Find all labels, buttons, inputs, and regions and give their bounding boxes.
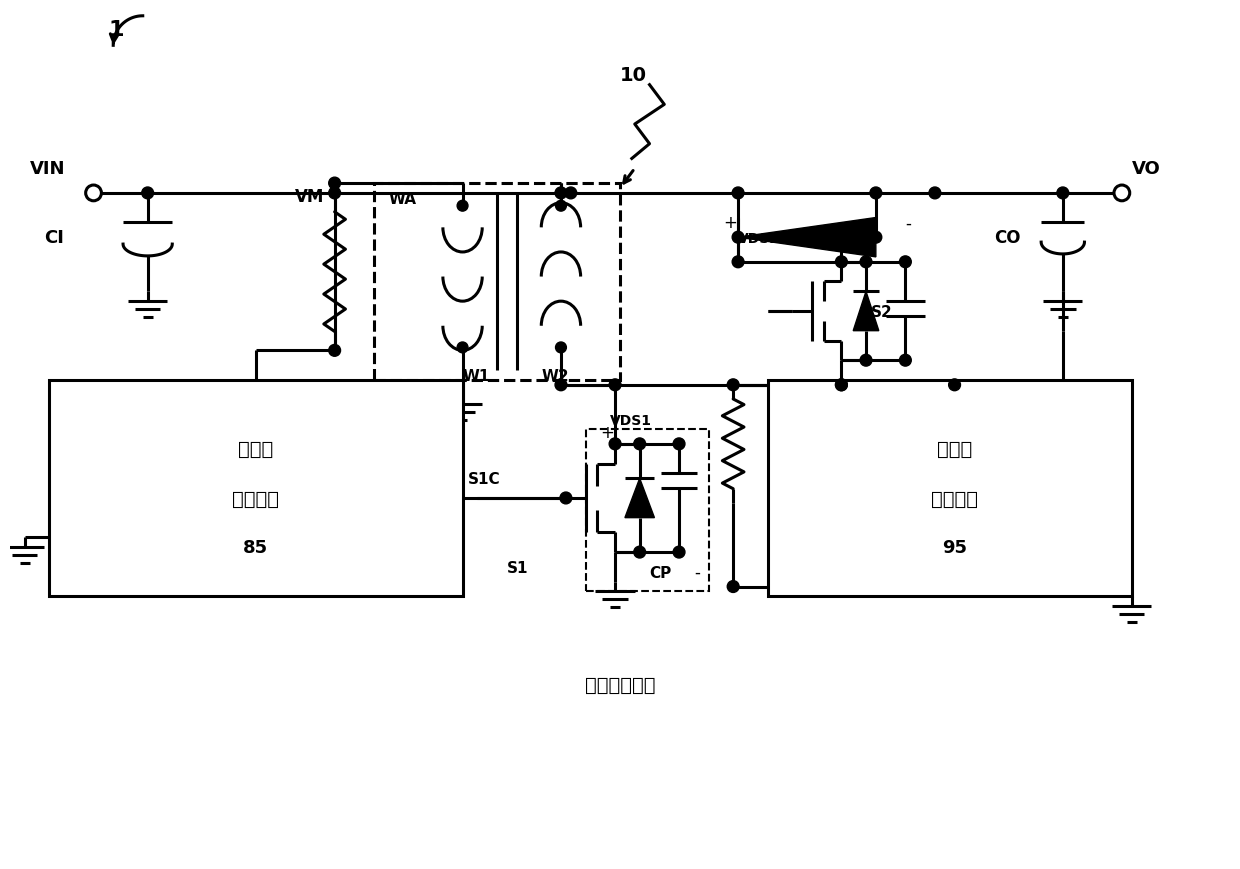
Circle shape <box>870 232 882 244</box>
Circle shape <box>329 178 341 189</box>
Circle shape <box>836 232 847 244</box>
Bar <box>50 381 463 597</box>
Text: VO: VO <box>1132 160 1161 178</box>
Text: 85: 85 <box>243 539 269 556</box>
Text: -: - <box>694 563 699 581</box>
Polygon shape <box>738 218 875 257</box>
Polygon shape <box>853 292 879 331</box>
Circle shape <box>556 380 567 391</box>
Circle shape <box>870 188 882 200</box>
Circle shape <box>673 439 684 450</box>
Circle shape <box>899 256 911 269</box>
Bar <box>585 429 708 592</box>
Text: W2: W2 <box>542 368 569 383</box>
Text: CP: CP <box>650 565 672 580</box>
Text: S2C: S2C <box>837 378 869 394</box>
Text: W1: W1 <box>463 368 490 383</box>
Polygon shape <box>625 479 655 518</box>
Text: +: + <box>600 423 614 441</box>
Circle shape <box>673 547 684 559</box>
Circle shape <box>329 345 341 357</box>
Text: （现有技术）: （现有技术） <box>585 676 655 694</box>
Text: CI: CI <box>45 229 64 247</box>
Circle shape <box>560 493 572 504</box>
Circle shape <box>609 380 621 391</box>
Bar <box>374 184 620 381</box>
Text: 1: 1 <box>108 21 124 41</box>
Text: VM: VM <box>295 188 325 206</box>
Circle shape <box>556 201 567 212</box>
Text: CO: CO <box>994 229 1021 247</box>
Text: 95: 95 <box>942 539 967 556</box>
Circle shape <box>727 581 739 593</box>
Text: S2: S2 <box>870 304 893 320</box>
Text: 二次侧: 二次侧 <box>937 440 972 459</box>
Circle shape <box>836 380 847 391</box>
Text: 控制电路: 控制电路 <box>232 489 279 507</box>
Circle shape <box>836 380 847 391</box>
Text: S1C: S1C <box>467 472 500 487</box>
Circle shape <box>634 439 646 450</box>
Text: VDS1: VDS1 <box>610 414 652 428</box>
Circle shape <box>86 186 102 202</box>
Text: WA: WA <box>389 191 417 207</box>
Circle shape <box>1114 186 1130 202</box>
Text: 一次侧: 一次侧 <box>238 440 274 459</box>
Text: -: - <box>905 214 911 232</box>
Circle shape <box>556 188 567 200</box>
Circle shape <box>732 232 744 244</box>
Text: 控制电路: 控制电路 <box>931 489 978 507</box>
Circle shape <box>732 188 744 200</box>
Circle shape <box>458 201 467 212</box>
Bar <box>768 381 1132 597</box>
Circle shape <box>836 256 847 269</box>
Circle shape <box>727 380 739 391</box>
Text: +: + <box>723 214 738 232</box>
Text: 10: 10 <box>620 66 647 84</box>
Circle shape <box>836 232 847 244</box>
Circle shape <box>929 188 941 200</box>
Circle shape <box>949 380 961 391</box>
Circle shape <box>141 188 154 200</box>
Circle shape <box>609 439 621 450</box>
Circle shape <box>861 355 872 367</box>
Circle shape <box>458 342 467 354</box>
Text: VDS2: VDS2 <box>738 232 780 246</box>
Text: S1: S1 <box>507 561 528 575</box>
Circle shape <box>329 188 341 200</box>
Circle shape <box>899 355 911 367</box>
Circle shape <box>732 256 744 269</box>
Circle shape <box>565 188 577 200</box>
Circle shape <box>556 342 567 354</box>
Text: VIN: VIN <box>30 160 64 178</box>
Circle shape <box>634 547 646 559</box>
Circle shape <box>861 256 872 269</box>
Circle shape <box>1056 188 1069 200</box>
